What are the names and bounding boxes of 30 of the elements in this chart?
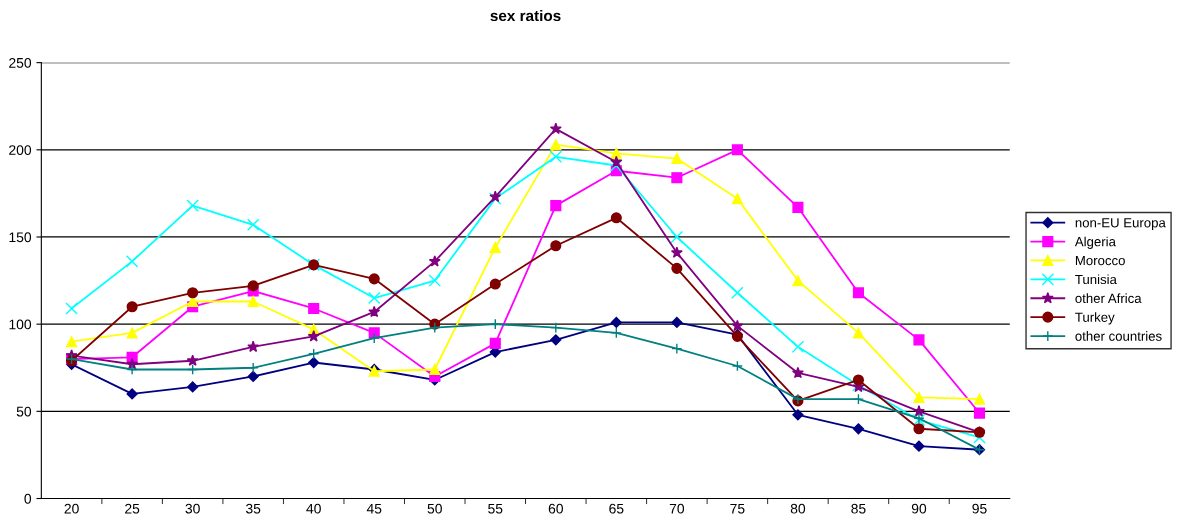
legend-label: Algeria xyxy=(1074,236,1116,249)
chart-title: sex ratios xyxy=(490,9,561,22)
legend-label: other countries xyxy=(1075,331,1162,341)
y-tick-label: 50 xyxy=(16,406,32,417)
y-tick-label: 250 xyxy=(9,57,32,68)
x-tick-label: 90 xyxy=(911,503,927,514)
legend-label: non-EU Europa xyxy=(1075,218,1166,231)
x-tick-label: 30 xyxy=(185,503,200,514)
x-tick-label: 80 xyxy=(790,503,806,514)
x-tick-label: 50 xyxy=(427,503,442,514)
y-tick-label: 150 xyxy=(9,232,32,243)
x-tick-label: 45 xyxy=(366,503,382,514)
y-tick-label: 0 xyxy=(24,493,32,504)
x-tick-label: 85 xyxy=(851,503,866,514)
x-tick-label: 70 xyxy=(669,503,685,514)
x-tick-label: 65 xyxy=(609,503,624,514)
x-tick-label: 55 xyxy=(488,503,503,514)
legend-label: Turkey xyxy=(1075,312,1115,325)
y-tick-label: 100 xyxy=(9,319,32,330)
legend-label: Tunisia xyxy=(1075,274,1117,285)
x-tick-label: 40 xyxy=(306,503,321,514)
legend-label: Morocco xyxy=(1075,256,1125,266)
x-tick-label: 60 xyxy=(548,503,563,514)
y-tick-label: 200 xyxy=(9,145,32,155)
x-tick-label: 35 xyxy=(245,503,261,514)
x-tick-label: 75 xyxy=(730,503,745,514)
x-tick-label: 95 xyxy=(972,503,987,514)
x-tick-label: 25 xyxy=(125,503,140,514)
x-tick-label: 20 xyxy=(64,503,79,514)
legend-label: other Africa xyxy=(1075,293,1142,304)
